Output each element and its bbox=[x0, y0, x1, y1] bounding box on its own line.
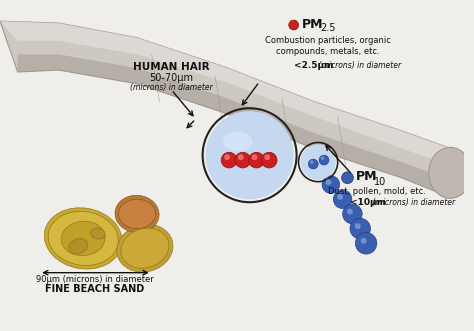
Text: Combustion particles, organic: Combustion particles, organic bbox=[265, 36, 391, 45]
Circle shape bbox=[206, 111, 294, 199]
Circle shape bbox=[337, 194, 343, 200]
Circle shape bbox=[326, 179, 331, 185]
Ellipse shape bbox=[44, 208, 122, 269]
Text: PM: PM bbox=[356, 170, 378, 183]
Ellipse shape bbox=[48, 211, 118, 265]
Ellipse shape bbox=[118, 199, 155, 229]
Circle shape bbox=[221, 152, 237, 168]
Circle shape bbox=[235, 152, 251, 168]
Circle shape bbox=[333, 190, 352, 209]
Circle shape bbox=[322, 176, 340, 193]
Text: 2.5: 2.5 bbox=[320, 23, 336, 33]
Text: (microns) in diameter: (microns) in diameter bbox=[316, 61, 401, 70]
Circle shape bbox=[356, 233, 377, 254]
Text: compounds, metals, etc.: compounds, metals, etc. bbox=[276, 47, 380, 56]
Circle shape bbox=[350, 218, 371, 239]
Text: FINE BEACH SAND: FINE BEACH SAND bbox=[46, 284, 145, 294]
Text: 90μm (microns) in diameter: 90μm (microns) in diameter bbox=[36, 275, 154, 284]
Circle shape bbox=[252, 154, 257, 160]
Circle shape bbox=[224, 154, 230, 160]
Circle shape bbox=[238, 154, 244, 160]
Circle shape bbox=[319, 155, 329, 165]
Ellipse shape bbox=[61, 221, 105, 256]
Text: <10μm: <10μm bbox=[350, 198, 386, 207]
Ellipse shape bbox=[91, 228, 105, 239]
Polygon shape bbox=[18, 54, 450, 197]
Text: <2.5μm: <2.5μm bbox=[294, 61, 333, 70]
Polygon shape bbox=[0, 21, 450, 197]
Circle shape bbox=[309, 159, 318, 169]
Polygon shape bbox=[0, 21, 450, 165]
Circle shape bbox=[310, 160, 313, 164]
Text: HUMAN HAIR: HUMAN HAIR bbox=[133, 62, 210, 72]
Circle shape bbox=[347, 209, 353, 214]
Circle shape bbox=[301, 144, 336, 180]
Text: (microns) in diameter: (microns) in diameter bbox=[370, 198, 455, 207]
Circle shape bbox=[343, 204, 362, 224]
Ellipse shape bbox=[69, 239, 88, 254]
Ellipse shape bbox=[223, 132, 253, 151]
Circle shape bbox=[361, 238, 366, 244]
Ellipse shape bbox=[117, 224, 173, 272]
Circle shape bbox=[289, 20, 299, 30]
Circle shape bbox=[264, 154, 270, 160]
Circle shape bbox=[261, 152, 277, 168]
Text: (microns) in diameter: (microns) in diameter bbox=[130, 83, 213, 92]
Text: 50-70μm: 50-70μm bbox=[149, 73, 193, 83]
Circle shape bbox=[355, 223, 361, 229]
Circle shape bbox=[249, 152, 264, 168]
Text: 10: 10 bbox=[374, 177, 386, 187]
Circle shape bbox=[342, 172, 354, 184]
Ellipse shape bbox=[121, 228, 169, 268]
Text: Dust, pollen, mold, etc.: Dust, pollen, mold, etc. bbox=[328, 187, 426, 196]
Text: PM: PM bbox=[301, 18, 323, 30]
Circle shape bbox=[321, 156, 324, 160]
Ellipse shape bbox=[429, 147, 472, 198]
Ellipse shape bbox=[115, 195, 159, 233]
